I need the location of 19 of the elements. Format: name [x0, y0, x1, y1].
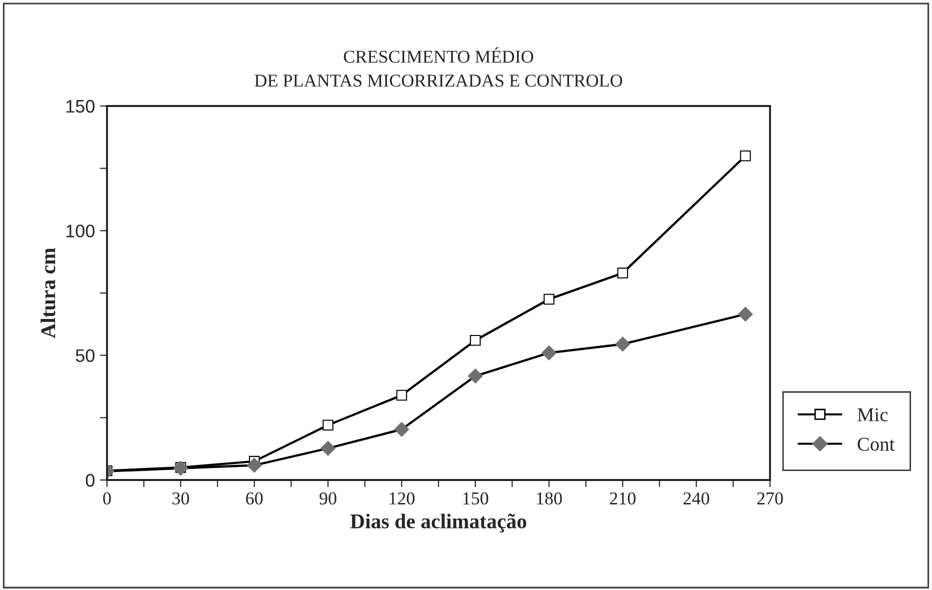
- x-tick-label: 210: [610, 492, 636, 505]
- x-tick-label: 120: [390, 492, 415, 505]
- x-tick-label: 150: [463, 492, 488, 505]
- y-tick-label: 150: [66, 100, 94, 113]
- x-tick-label: 90: [320, 492, 336, 505]
- y-axis-title: Altura cm: [40, 248, 56, 338]
- x-axis-title: Dias de aclimatação: [350, 514, 526, 532]
- x-tick-label: 0: [103, 492, 111, 505]
- x-tick-label: 30: [172, 492, 190, 505]
- chart-title: CRESCIMENTO MÉDIO DE PLANTAS MICORRIZADAS E CONTROLO: [254, 47, 622, 87]
- x-tick-label: 180: [537, 492, 562, 505]
- x-tick-label: 240: [684, 492, 710, 505]
- x-tick-label: 60: [246, 492, 263, 505]
- y-tick-label: 0: [86, 474, 94, 487]
- y-tick-label: 100: [66, 224, 94, 238]
- legend-label: Cont: [858, 438, 895, 451]
- y-tick-label: 50: [76, 349, 94, 362]
- legend-label: Mic: [857, 408, 888, 422]
- x-tick-label: 270: [757, 492, 783, 505]
